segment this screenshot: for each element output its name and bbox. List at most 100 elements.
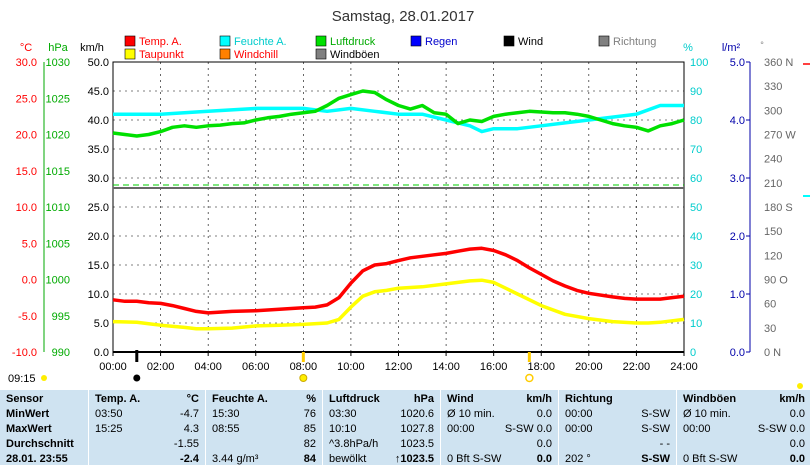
humidity-tick-label: 10	[690, 318, 702, 330]
x-tick-label: 24:00	[670, 361, 698, 373]
rain-tick-label: 4.0	[730, 115, 745, 127]
stats-column-windb-en: Windböen km/h Ø 10 min. 0.0 00:00 S-SW 0.0 0.0…	[676, 390, 810, 465]
legend-label-luftdruck: Luftdruck	[330, 36, 376, 48]
sun-right-icon	[797, 383, 803, 389]
stats-min-time: 00:00	[565, 408, 593, 420]
legend-label-richtung: Richtung	[613, 36, 656, 48]
stats-avg: -1.55	[173, 438, 199, 450]
rain-tick-label: 5.0	[730, 57, 745, 69]
stats-table: Sensor MinWert MaxWert Durchschnitt 28.0…	[0, 390, 810, 465]
wind-tick-label: 15.0	[88, 260, 109, 272]
humidity-unit: %	[683, 42, 693, 54]
stats-cur: -2.4	[180, 453, 199, 465]
stats-min-time: 03:50	[95, 408, 123, 420]
x-tick-label: 08:00	[290, 361, 318, 373]
wind-tick-label: 20.0	[88, 231, 109, 243]
wind-tick-label: 40.0	[88, 115, 109, 127]
legend-swatch-richtung	[598, 35, 610, 47]
stats-column-temp-a: Temp. A. °C 03:50 -4.7 15:25 4.3 -1.55 -2.4	[88, 390, 205, 465]
legend-label-temp-a: Temp. A.	[139, 36, 182, 48]
moon-icon	[133, 374, 141, 382]
stats-name: Windböen	[683, 393, 737, 405]
stats-min-time: Ø 10 min.	[683, 408, 731, 420]
x-tick-label: 04:00	[194, 361, 222, 373]
sensor-header: Sensor	[6, 393, 44, 405]
pressure-tick-label: 995	[52, 311, 70, 323]
direction-tick-label: 240	[764, 154, 782, 166]
x-tick-label: 10:00	[337, 361, 365, 373]
legend-swatch-wind	[503, 35, 515, 47]
temp-tick-label: -10.0	[12, 347, 37, 359]
temp-tick-label: 5.0	[22, 238, 37, 250]
humidity-tick-label: 100	[690, 57, 708, 69]
legend-swatch-temp-a	[124, 35, 136, 47]
series-line-temp-a	[112, 246, 685, 315]
stats-cur-label: bewölkt	[329, 453, 367, 465]
temp-tick-label: 20.0	[16, 130, 37, 142]
humidity-tick-label: 50	[690, 202, 702, 214]
stats-min: 0.0	[536, 408, 552, 420]
humidity-tick-label: 60	[690, 173, 702, 185]
axes: °C hPa km/h% l/m² ° 30.0 25.0 20.0 15.0 10.0 5.0 0.…	[12, 40, 796, 373]
stats-cur-label: 0 Bft S-SW	[447, 453, 502, 465]
rain-tick-label: 0.0	[730, 347, 745, 359]
stats-name: Feuchte A.	[212, 393, 268, 405]
legend-swatch-feuchte-a	[219, 35, 231, 47]
sunset-icon	[525, 373, 534, 383]
x-tick-label: 16:00	[480, 361, 508, 373]
chart-title: Samstag, 28.01.2017	[332, 8, 475, 25]
direction-tick-label: 0 N	[764, 347, 781, 359]
legend-label-windb-en: Windböen	[330, 49, 380, 61]
pressure-tick-label: 1015	[46, 166, 70, 178]
stats-min: -4.7	[180, 408, 199, 420]
legend-swatch-taupunkt	[124, 48, 136, 60]
max-label: MaxWert	[6, 423, 52, 435]
min-label: MinWert	[6, 408, 50, 420]
stats-max: S-SW 0.0	[504, 423, 552, 435]
direction-tick-label: 360 N	[764, 57, 793, 69]
stats-min-time: Ø 10 min.	[447, 408, 495, 420]
stats-avg: 0.0	[789, 438, 805, 450]
stats-min: 76	[303, 408, 316, 420]
rain-unit: l/m²	[722, 42, 741, 54]
wind-tick-label: 35.0	[88, 144, 109, 156]
temp-tick-label: 0.0	[22, 275, 37, 287]
legend-swatch-windb-en	[315, 48, 327, 60]
wind-tick-label: 10.0	[88, 289, 109, 301]
stats-avg: 0.0	[536, 438, 552, 450]
day-markers: 09:15	[8, 63, 810, 389]
direction-tick-label: 30	[764, 323, 776, 335]
x-tick-label: 22:00	[623, 361, 651, 373]
legend-swatch-windchill	[219, 48, 231, 60]
direction-tick-label: 300	[764, 105, 782, 117]
stats-name: Temp. A.	[95, 393, 141, 405]
wind-tick-label: 45.0	[88, 86, 109, 98]
stats-column-luftdruck: Luftdruck hPa 03:30 1020.6 10:10 1027.8 ^3.8hP…	[322, 390, 440, 465]
stats-row-labels: Sensor MinWert MaxWert Durchschnitt 28.0…	[0, 390, 88, 465]
wind-tick-label: 30.0	[88, 173, 109, 185]
stats-cur: 0.0	[789, 453, 805, 465]
wind-tick-label: 25.0	[88, 202, 109, 214]
stats-min: S-SW	[641, 408, 670, 420]
wind-tick-label: 5.0	[94, 318, 109, 330]
legend: Temp. A.Taupunkt Feuchte A.Windchill Luftd…	[124, 35, 656, 61]
pressure-unit: hPa	[48, 42, 68, 54]
stats-max: 85	[303, 423, 316, 435]
wind-unit: km/h	[80, 42, 104, 54]
temp-tick-label: 30.0	[16, 57, 37, 69]
stats-column-richtung: Richtung 00:00 S-SW 00:00 S-SW - - 202 ° S-SW	[558, 390, 676, 465]
sunrise-icon	[299, 374, 308, 382]
stats-name: Wind	[447, 393, 474, 405]
direction-tick-label: 210	[764, 178, 782, 190]
plot-area	[112, 61, 685, 353]
stats-avg: 82	[303, 438, 316, 450]
direction-tick-label: 120	[764, 250, 782, 262]
direction-unit: °	[760, 40, 764, 50]
rain-tick-label: 2.0	[730, 231, 745, 243]
pressure-tick-label: 990	[52, 347, 70, 359]
sun-now-icon	[41, 375, 47, 381]
pressure-tick-label: 1030	[46, 57, 70, 69]
stats-unit: hPa	[413, 393, 434, 405]
stats-avg-label: ^3.8hPa/h	[329, 438, 379, 450]
legend-label-feuchte-a: Feuchte A.	[234, 36, 287, 48]
